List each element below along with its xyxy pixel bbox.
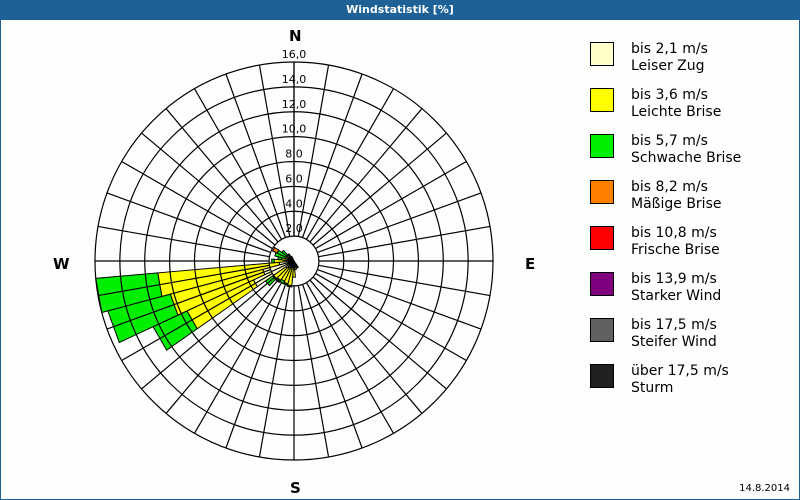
grid-spoke <box>106 268 271 330</box>
legend-label: Mäßige Brise <box>631 196 722 212</box>
legend-label: Leichte Brise <box>631 104 722 120</box>
grid-spoke <box>317 268 482 330</box>
chart-frame <box>0 20 800 500</box>
wind-sector-segment <box>271 246 280 254</box>
radial-tick-label: 16,0 <box>282 48 307 61</box>
legend-label: Starker Wind <box>631 288 722 304</box>
legend-range: bis 13,9 m/s <box>631 271 717 287</box>
grid-spoke <box>315 160 467 250</box>
grid-spoke <box>97 264 270 297</box>
grid-spoke <box>141 132 276 246</box>
chart-title: Windstatistik [%] <box>346 3 454 16</box>
grid-spoke <box>301 73 363 238</box>
grid-spoke <box>258 64 291 237</box>
grid-spoke <box>312 276 447 390</box>
grid-spoke <box>317 192 482 254</box>
wind-sector-segment <box>290 255 294 260</box>
radial-tick-labels: 2,04,06,08,010,012,014,016,0 <box>282 48 307 237</box>
legend-range: bis 2,1 m/s <box>631 41 708 57</box>
compass-south: S <box>290 479 301 497</box>
legend-range: bis 8,2 m/s <box>631 179 708 195</box>
legend-label: Schwache Brise <box>631 150 742 166</box>
legend-label: Frische Brise <box>631 242 720 258</box>
grid-spoke <box>305 88 395 240</box>
grid-spoke <box>97 225 270 258</box>
wind-sector-segment <box>287 253 292 258</box>
compass-west: W <box>53 255 70 273</box>
grid-spoke <box>312 132 447 246</box>
grid-spoke <box>309 108 423 243</box>
wind-sector-segment <box>293 264 297 271</box>
grid-spoke <box>141 276 276 390</box>
legend-swatch <box>590 42 614 66</box>
legend-swatch <box>590 364 614 388</box>
grid-spoke <box>258 285 291 458</box>
legend-label: Sturm <box>631 380 674 396</box>
grid-spoke <box>225 284 287 449</box>
chart-title-bar: Windstatistik [%] <box>0 0 800 20</box>
legend-swatch <box>590 318 614 342</box>
compass-east: E <box>525 255 536 273</box>
grid-spoke <box>315 272 467 362</box>
grid-spoke <box>318 264 491 297</box>
grid-spoke <box>305 282 395 434</box>
legend-swatch <box>590 272 614 296</box>
grid-spoke <box>121 160 273 250</box>
grid-spoke <box>165 108 279 243</box>
grid-spoke <box>165 279 279 414</box>
grid-spoke <box>121 272 273 362</box>
legend-range: über 17,5 m/s <box>631 363 729 379</box>
legend-label: Leiser Zug <box>631 58 705 74</box>
grid-spoke <box>297 64 330 237</box>
grid-spoke <box>318 225 491 258</box>
grid-spoke <box>193 88 283 240</box>
wind-sector-segment <box>281 249 289 257</box>
grid-spoke <box>106 192 271 254</box>
grid-spoke <box>301 284 363 449</box>
legend-range: bis 17,5 m/s <box>631 317 717 333</box>
compass-north: N <box>289 27 302 45</box>
legend-swatch <box>590 226 614 250</box>
wind-rose-sectors <box>95 236 319 351</box>
grid-spoke <box>297 285 330 458</box>
legend-label: Steifer Wind <box>631 334 717 350</box>
grid-spoke <box>309 279 423 414</box>
legend-range: bis 10,8 m/s <box>631 225 717 241</box>
grid-spoke <box>225 73 287 238</box>
grid-spoke <box>193 282 283 434</box>
legend-range: bis 3,6 m/s <box>631 87 708 103</box>
legend-swatch <box>590 134 614 158</box>
wind-sector-segment <box>271 258 275 264</box>
legend-range: bis 5,7 m/s <box>631 133 708 149</box>
legend-swatch <box>590 180 614 204</box>
chart-date: 14.8.2014 <box>739 483 790 494</box>
legend-swatch <box>590 88 614 112</box>
